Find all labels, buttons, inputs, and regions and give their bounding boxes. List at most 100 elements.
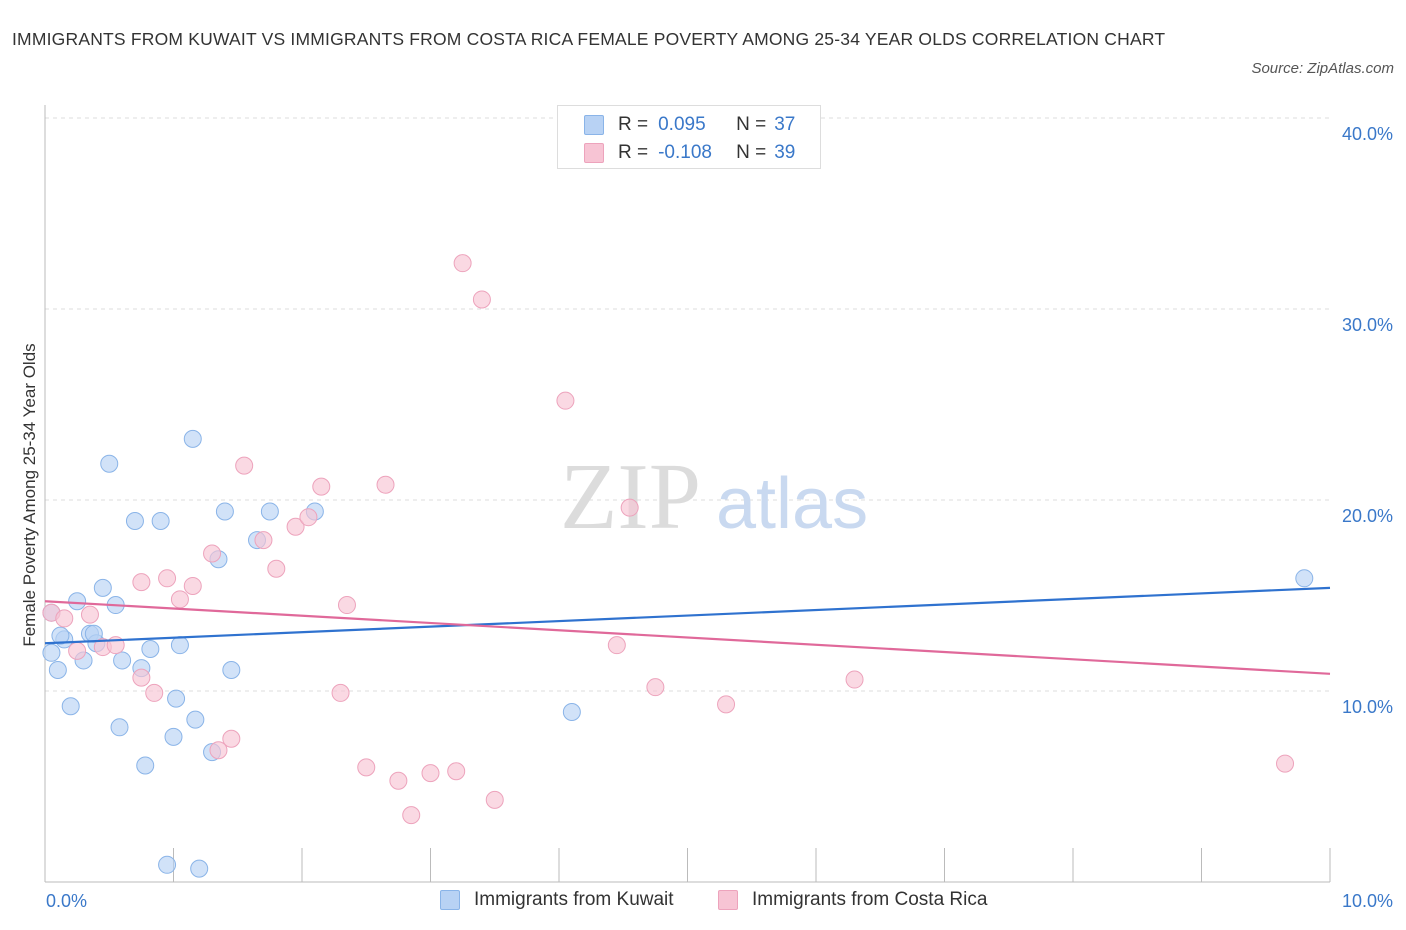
n-label: N = xyxy=(736,114,767,135)
costa-rica-point xyxy=(203,544,222,563)
kuwait-point xyxy=(186,710,205,729)
kuwait-point xyxy=(68,592,87,611)
kuwait-point xyxy=(136,756,155,775)
kuwait-point xyxy=(183,429,202,448)
bottom-legend-kuwait: Immigrants from Kuwait xyxy=(440,889,674,911)
legend-row-kuwait: R = 0.095 N = 37 xyxy=(584,113,795,137)
costa-rica-point xyxy=(183,576,202,595)
x-tick-label: 10.0% xyxy=(1342,891,1393,911)
kuwait-point xyxy=(113,651,132,670)
costa-rica-point xyxy=(620,498,639,517)
kuwait-point xyxy=(222,660,241,679)
r-value: -0.108 xyxy=(658,142,712,163)
trend-lines xyxy=(44,586,1331,675)
costa-rica-point xyxy=(485,790,504,809)
costa-rica-point xyxy=(132,668,151,687)
costa-rica-point xyxy=(267,559,286,578)
kuwait-point xyxy=(125,512,144,531)
r-label: R = xyxy=(618,114,649,135)
costa-rica-trend-line xyxy=(44,600,1331,675)
r-value: 0.095 xyxy=(658,114,706,135)
costa-rica-point xyxy=(145,683,164,702)
costa-rica-point xyxy=(472,290,491,309)
bottom-legend-costa-rica: Immigrants from Costa Rica xyxy=(718,889,987,911)
costa-rica-point xyxy=(286,517,305,536)
correlation-legend: R = 0.095 N = 37 R = -0.108 N = 39 xyxy=(557,105,821,169)
kuwait-point xyxy=(42,643,61,662)
bottom-legend-label: Immigrants from Kuwait xyxy=(474,889,674,910)
costa-rica-point xyxy=(389,771,408,790)
kuwait-point xyxy=(48,660,67,679)
n-label: N = xyxy=(736,142,767,163)
costa-rica-point xyxy=(447,762,466,781)
kuwait-point xyxy=(93,578,112,597)
grid-lines xyxy=(45,117,1330,692)
y-tick-label: 20.0% xyxy=(1342,506,1393,526)
costa-rica-point xyxy=(357,758,376,777)
x-tick-label: 0.0% xyxy=(46,891,87,911)
kuwait-point xyxy=(167,689,186,708)
source-label: Source: ZipAtlas.com xyxy=(1251,60,1394,77)
costa-rica-point xyxy=(235,456,254,475)
kuwait-point xyxy=(170,636,189,655)
costa-rica-swatch xyxy=(718,890,738,910)
costa-rica-point xyxy=(299,508,318,527)
costa-rica-point xyxy=(222,729,241,748)
costa-rica-point xyxy=(337,596,356,615)
costa-rica-point xyxy=(556,391,575,410)
kuwait-point xyxy=(100,454,119,473)
costa-rica-point xyxy=(845,670,864,689)
watermark-zip: ZIP xyxy=(560,445,701,549)
kuwait-point xyxy=(260,502,279,521)
y-tick-label: 40.0% xyxy=(1342,124,1393,144)
y-tick-label: 10.0% xyxy=(1342,697,1393,717)
kuwait-point xyxy=(61,697,80,716)
axes xyxy=(44,105,1331,883)
kuwait-trend-line xyxy=(44,586,1331,645)
costa-rica-point xyxy=(209,741,228,760)
costa-rica-point xyxy=(402,806,421,825)
watermark-atlas: atlas xyxy=(716,464,868,544)
costa-rica-point xyxy=(170,590,189,609)
kuwait-point xyxy=(51,626,70,645)
kuwait-point xyxy=(110,718,129,737)
kuwait-point xyxy=(190,859,209,878)
costa-rica-point xyxy=(80,605,99,624)
costa-rica-point xyxy=(254,531,273,550)
y-axis-title: Female Poverty Among 25-34 Year Olds xyxy=(20,343,39,647)
kuwait-point xyxy=(1295,569,1314,588)
bottom-legend-label: Immigrants from Costa Rica xyxy=(752,889,988,910)
kuwait-point xyxy=(151,512,170,531)
y-tick-label: 30.0% xyxy=(1342,315,1393,335)
costa-rica-point xyxy=(646,678,665,697)
kuwait-swatch xyxy=(440,890,460,910)
costa-rica-point xyxy=(68,641,87,660)
chart-title: IMMIGRANTS FROM KUWAIT VS IMMIGRANTS FRO… xyxy=(12,29,1166,49)
tick-labels: 10.0% 20.0% 30.0% 40.0% 0.0% 10.0% xyxy=(46,124,1393,911)
legend-row-costa-rica: R = -0.108 N = 39 xyxy=(584,141,795,165)
n-value: 37 xyxy=(774,114,796,135)
kuwait-swatch xyxy=(584,115,604,135)
costa-rica-point xyxy=(1276,754,1295,773)
costa-rica-point xyxy=(717,695,736,714)
costa-rica-point xyxy=(376,475,395,494)
data-points xyxy=(42,254,1314,878)
costa-rica-point xyxy=(158,569,177,588)
costa-rica-point xyxy=(55,609,74,628)
n-value: 39 xyxy=(774,142,796,163)
costa-rica-point xyxy=(453,254,472,273)
costa-rica-point xyxy=(312,477,331,496)
r-label: R = xyxy=(618,142,649,163)
kuwait-point xyxy=(158,855,177,874)
kuwait-point xyxy=(141,639,160,658)
costa-rica-point xyxy=(421,764,440,783)
costa-rica-swatch xyxy=(584,143,604,163)
costa-rica-point xyxy=(607,636,626,655)
watermark: ZIP atlas xyxy=(560,445,868,549)
kuwait-point xyxy=(215,502,234,521)
kuwait-point xyxy=(562,703,581,722)
costa-rica-point xyxy=(331,683,350,702)
costa-rica-point xyxy=(132,573,151,592)
kuwait-point xyxy=(164,727,183,746)
